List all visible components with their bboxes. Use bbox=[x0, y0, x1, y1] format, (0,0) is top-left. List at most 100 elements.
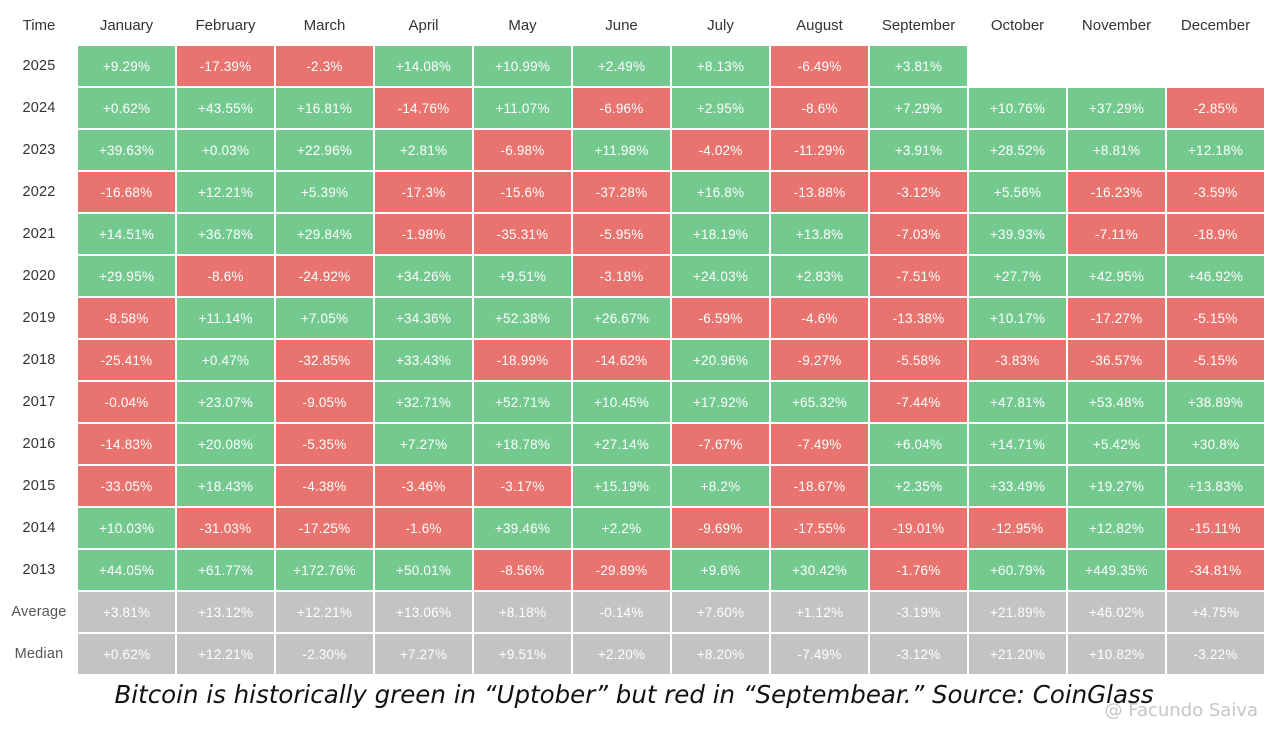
heatmap-cell: +2.81% bbox=[375, 130, 472, 170]
heatmap-cell: +32.71% bbox=[375, 382, 472, 422]
heatmap-cell: -29.89% bbox=[573, 550, 670, 590]
heatmap-cell: -5.15% bbox=[1167, 298, 1264, 338]
year-row: 2020 +29.95% -8.6% -24.92% +34.26% +9.51% -3.1… bbox=[2, 256, 1264, 296]
heatmap-cell: -5.15% bbox=[1167, 340, 1264, 380]
heatmap-cell: +13.83% bbox=[1167, 466, 1264, 506]
heatmap-cell: +44.05% bbox=[78, 550, 175, 590]
row-label: 2013 bbox=[2, 550, 76, 590]
heatmap-cell: +12.18% bbox=[1167, 130, 1264, 170]
column-header: July bbox=[707, 16, 734, 34]
heatmap-cell: +29.84% bbox=[276, 214, 373, 254]
row-label: Average bbox=[2, 592, 76, 632]
heatmap-cell: +50.01% bbox=[375, 550, 472, 590]
column-header: April bbox=[408, 16, 439, 34]
heatmap-cell: +33.43% bbox=[375, 340, 472, 380]
year-row: 2018 -25.41% +0.47% -32.85% +33.43% -18.99% -1… bbox=[2, 340, 1264, 380]
heatmap-cell: -12.95% bbox=[969, 508, 1066, 548]
summary-row: Average +3.81% +13.12% +12.21% +13.06% +8.18%… bbox=[2, 592, 1264, 632]
heatmap-cell: +2.49% bbox=[573, 46, 670, 86]
heatmap-cell: -36.57% bbox=[1068, 340, 1165, 380]
heatmap-cell: +10.99% bbox=[474, 46, 571, 86]
column-header: March bbox=[303, 16, 346, 34]
heatmap-cell: +6.04% bbox=[870, 424, 967, 464]
heatmap-cell: -37.28% bbox=[573, 172, 670, 212]
heatmap-cell: -16.68% bbox=[78, 172, 175, 212]
heatmap-cell: -7.49% bbox=[771, 424, 868, 464]
heatmap-cell: -17.3% bbox=[375, 172, 472, 212]
corner-label: Time bbox=[22, 16, 56, 34]
row-label: 2023 bbox=[2, 130, 76, 170]
row-label: 2018 bbox=[2, 340, 76, 380]
heatmap-cell: +7.27% bbox=[375, 424, 472, 464]
empty-cell bbox=[1167, 46, 1264, 86]
row-label: 2021 bbox=[2, 214, 76, 254]
summary-cell: +3.81% bbox=[78, 592, 175, 632]
heatmap-cell: +12.21% bbox=[177, 172, 274, 212]
summary-cell: +8.18% bbox=[474, 592, 571, 632]
heatmap-cell: +20.08% bbox=[177, 424, 274, 464]
heatmap-cell: +10.03% bbox=[78, 508, 175, 548]
summary-cell: +12.21% bbox=[177, 634, 274, 674]
heatmap-cell: -6.98% bbox=[474, 130, 571, 170]
summary-cell: +12.21% bbox=[276, 592, 373, 632]
heatmap-cell: -4.38% bbox=[276, 466, 373, 506]
heatmap-cell: -11.29% bbox=[771, 130, 868, 170]
heatmap-cell: -7.11% bbox=[1068, 214, 1165, 254]
row-label: Median bbox=[2, 634, 76, 674]
heatmap-cell: +43.55% bbox=[177, 88, 274, 128]
heatmap-cell: +27.7% bbox=[969, 256, 1066, 296]
summary-cell: +4.75% bbox=[1167, 592, 1264, 632]
heatmap-cell: -6.96% bbox=[573, 88, 670, 128]
heatmap-cell: -2.3% bbox=[276, 46, 373, 86]
heatmap-cell: +28.52% bbox=[969, 130, 1066, 170]
heatmap-cell: +8.2% bbox=[672, 466, 769, 506]
summary-cell: -2.30% bbox=[276, 634, 373, 674]
heatmap-cell: +11.07% bbox=[474, 88, 571, 128]
heatmap-cell: +47.81% bbox=[969, 382, 1066, 422]
heatmap-cell: -32.85% bbox=[276, 340, 373, 380]
heatmap-cell: +24.03% bbox=[672, 256, 769, 296]
heatmap-cell: +34.36% bbox=[375, 298, 472, 338]
heatmap-cell: +19.27% bbox=[1068, 466, 1165, 506]
row-label: 2014 bbox=[2, 508, 76, 548]
heatmap-cell: -3.12% bbox=[870, 172, 967, 212]
heatmap-cell: +3.91% bbox=[870, 130, 967, 170]
heatmap-cell: -14.76% bbox=[375, 88, 472, 128]
heatmap-cell: +0.03% bbox=[177, 130, 274, 170]
heatmap-cell: -4.6% bbox=[771, 298, 868, 338]
heatmap-cell: +9.29% bbox=[78, 46, 175, 86]
row-label: 2020 bbox=[2, 256, 76, 296]
heatmap-cell: +11.14% bbox=[177, 298, 274, 338]
row-label: 2015 bbox=[2, 466, 76, 506]
heatmap-cell: -3.46% bbox=[375, 466, 472, 506]
summary-cell: +10.82% bbox=[1068, 634, 1165, 674]
heatmap-cell: -25.41% bbox=[78, 340, 175, 380]
heatmap-cell: +3.81% bbox=[870, 46, 967, 86]
heatmap-cell: +5.56% bbox=[969, 172, 1066, 212]
summary-cell: +13.12% bbox=[177, 592, 274, 632]
heatmap-cell: +2.2% bbox=[573, 508, 670, 548]
heatmap-cell: -17.39% bbox=[177, 46, 274, 86]
caption: Bitcoin is historically green in “Uptobe… bbox=[114, 680, 1154, 709]
heatmap-cell: +5.39% bbox=[276, 172, 373, 212]
heatmap-cell: +9.6% bbox=[672, 550, 769, 590]
heatmap-cell: +36.78% bbox=[177, 214, 274, 254]
column-header: June bbox=[605, 16, 638, 34]
heatmap-cell: -5.58% bbox=[870, 340, 967, 380]
heatmap-cell: +16.8% bbox=[672, 172, 769, 212]
heatmap-cell: +53.48% bbox=[1068, 382, 1165, 422]
heatmap-cell: -7.67% bbox=[672, 424, 769, 464]
heatmap-cell: -7.03% bbox=[870, 214, 967, 254]
summary-cell: -7.49% bbox=[771, 634, 868, 674]
heatmap-cell: -16.23% bbox=[1068, 172, 1165, 212]
year-row: 2023 +39.63% +0.03% +22.96% +2.81% -6.98% +11.… bbox=[2, 130, 1264, 170]
heatmap-cell: +34.26% bbox=[375, 256, 472, 296]
heatmap-cell: -0.04% bbox=[78, 382, 175, 422]
heatmap-cell: +15.19% bbox=[573, 466, 670, 506]
heatmap-cell: +52.71% bbox=[474, 382, 571, 422]
year-row: 2024 +0.62% +43.55% +16.81% -14.76% +11.07% -6… bbox=[2, 88, 1264, 128]
heatmap-cell: +42.95% bbox=[1068, 256, 1165, 296]
year-row: 2021 +14.51% +36.78% +29.84% -1.98% -35.31% -5… bbox=[2, 214, 1264, 254]
heatmap-cell: -1.98% bbox=[375, 214, 472, 254]
summary-cell: +8.20% bbox=[672, 634, 769, 674]
